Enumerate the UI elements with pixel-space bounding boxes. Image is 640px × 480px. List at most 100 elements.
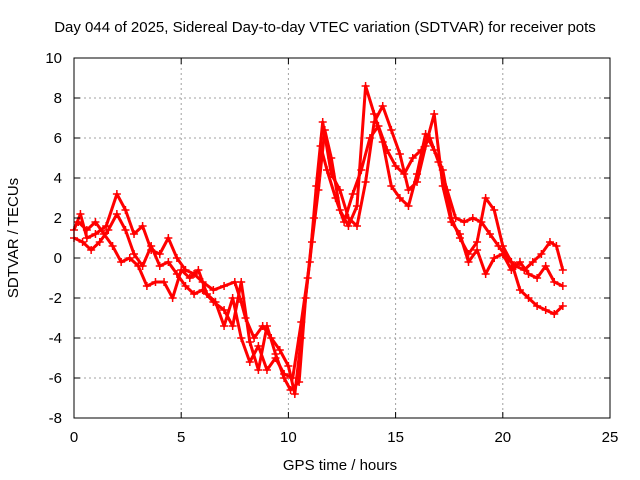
data-point (361, 82, 370, 90)
data-point (460, 218, 469, 226)
data-point (237, 278, 246, 286)
data-point (524, 294, 533, 302)
data-point (91, 230, 100, 238)
data-point (515, 258, 524, 266)
data-point (378, 102, 387, 110)
series-track-c (74, 102, 567, 382)
data-point (545, 238, 554, 246)
data-point (473, 238, 482, 246)
data-point (404, 202, 413, 210)
data-point (335, 186, 344, 194)
data-point (524, 270, 533, 278)
data-point (290, 390, 299, 398)
data-point (76, 210, 85, 218)
data-point (254, 366, 263, 374)
data-point (82, 226, 91, 234)
data-point (262, 366, 271, 374)
data-point (202, 290, 211, 298)
data-point (254, 342, 263, 350)
y-tick-label: -4 (49, 330, 62, 347)
data-point (468, 214, 477, 222)
data-point (541, 306, 550, 314)
x-tick-label: 20 (494, 429, 511, 446)
data-point (481, 194, 490, 202)
data-point (104, 226, 113, 234)
data-point (533, 274, 542, 282)
data-point (541, 262, 550, 270)
x-tick-label: 0 (70, 429, 78, 446)
data-point (473, 246, 482, 254)
data-point (211, 298, 220, 306)
data-point (91, 218, 100, 226)
data-point (228, 294, 237, 302)
data-point (284, 362, 293, 370)
data-point (164, 234, 173, 242)
data-point (297, 318, 306, 326)
data-point (245, 338, 254, 346)
data-point (295, 378, 304, 386)
data-point (121, 206, 130, 214)
data-point (155, 250, 164, 258)
data-point (147, 242, 156, 250)
y-tick-label: 4 (54, 170, 62, 187)
data-point (335, 206, 344, 214)
data-point (498, 250, 507, 258)
data-point (552, 242, 561, 250)
x-tick-label: 5 (177, 429, 185, 446)
data-point (404, 186, 413, 194)
data-point (185, 274, 194, 282)
plot-frame (73, 57, 611, 419)
x-tick-label: 15 (387, 429, 404, 446)
data-point (361, 178, 370, 186)
data-point (498, 242, 507, 250)
data-point (95, 238, 104, 246)
data-point (117, 258, 126, 266)
data-point (130, 250, 139, 258)
data-point (481, 270, 490, 278)
data-point (413, 178, 422, 186)
data-point (181, 282, 190, 290)
data-point (190, 290, 199, 298)
data-point (112, 210, 121, 218)
chart-title: Day 044 of 2025, Sidereal Day-to-day VTE… (54, 19, 596, 36)
data-point (177, 266, 186, 274)
data-point (142, 282, 151, 290)
y-tick-label: -8 (49, 410, 62, 427)
y-tick-label: 0 (54, 250, 62, 267)
data-point (558, 266, 567, 274)
data-point (87, 246, 96, 254)
data-point (160, 278, 169, 286)
data-point (558, 282, 567, 290)
x-tick-label: 25 (602, 429, 619, 446)
data-point (220, 282, 229, 290)
axis-ticks: 0 5 10 15 20 25 -8 -6 -4 -2 0 2 4 6 8 10 (45, 50, 618, 446)
y-tick-label: -2 (49, 290, 62, 307)
data-point (125, 254, 134, 262)
data-point (490, 206, 499, 214)
data-point (312, 182, 321, 190)
y-tick-label: -6 (49, 370, 62, 387)
data-point (172, 254, 181, 262)
data-point (194, 266, 203, 274)
data-point (121, 226, 130, 234)
data-point (464, 258, 473, 266)
data-point (100, 230, 109, 238)
data-point (318, 118, 327, 126)
data-point (237, 334, 246, 342)
data-point (353, 222, 362, 230)
data-point (134, 262, 143, 270)
data-point (455, 230, 464, 238)
data-point (430, 146, 439, 154)
data-point (305, 258, 314, 266)
data-point (408, 154, 417, 162)
data-point (391, 162, 400, 170)
data-point (245, 358, 254, 366)
data-point (344, 214, 353, 222)
data-point (421, 142, 430, 150)
data-point (370, 118, 379, 126)
x-tick-label: 10 (280, 429, 297, 446)
data-point (395, 150, 404, 158)
data-point (395, 194, 404, 202)
data-point (348, 190, 357, 198)
